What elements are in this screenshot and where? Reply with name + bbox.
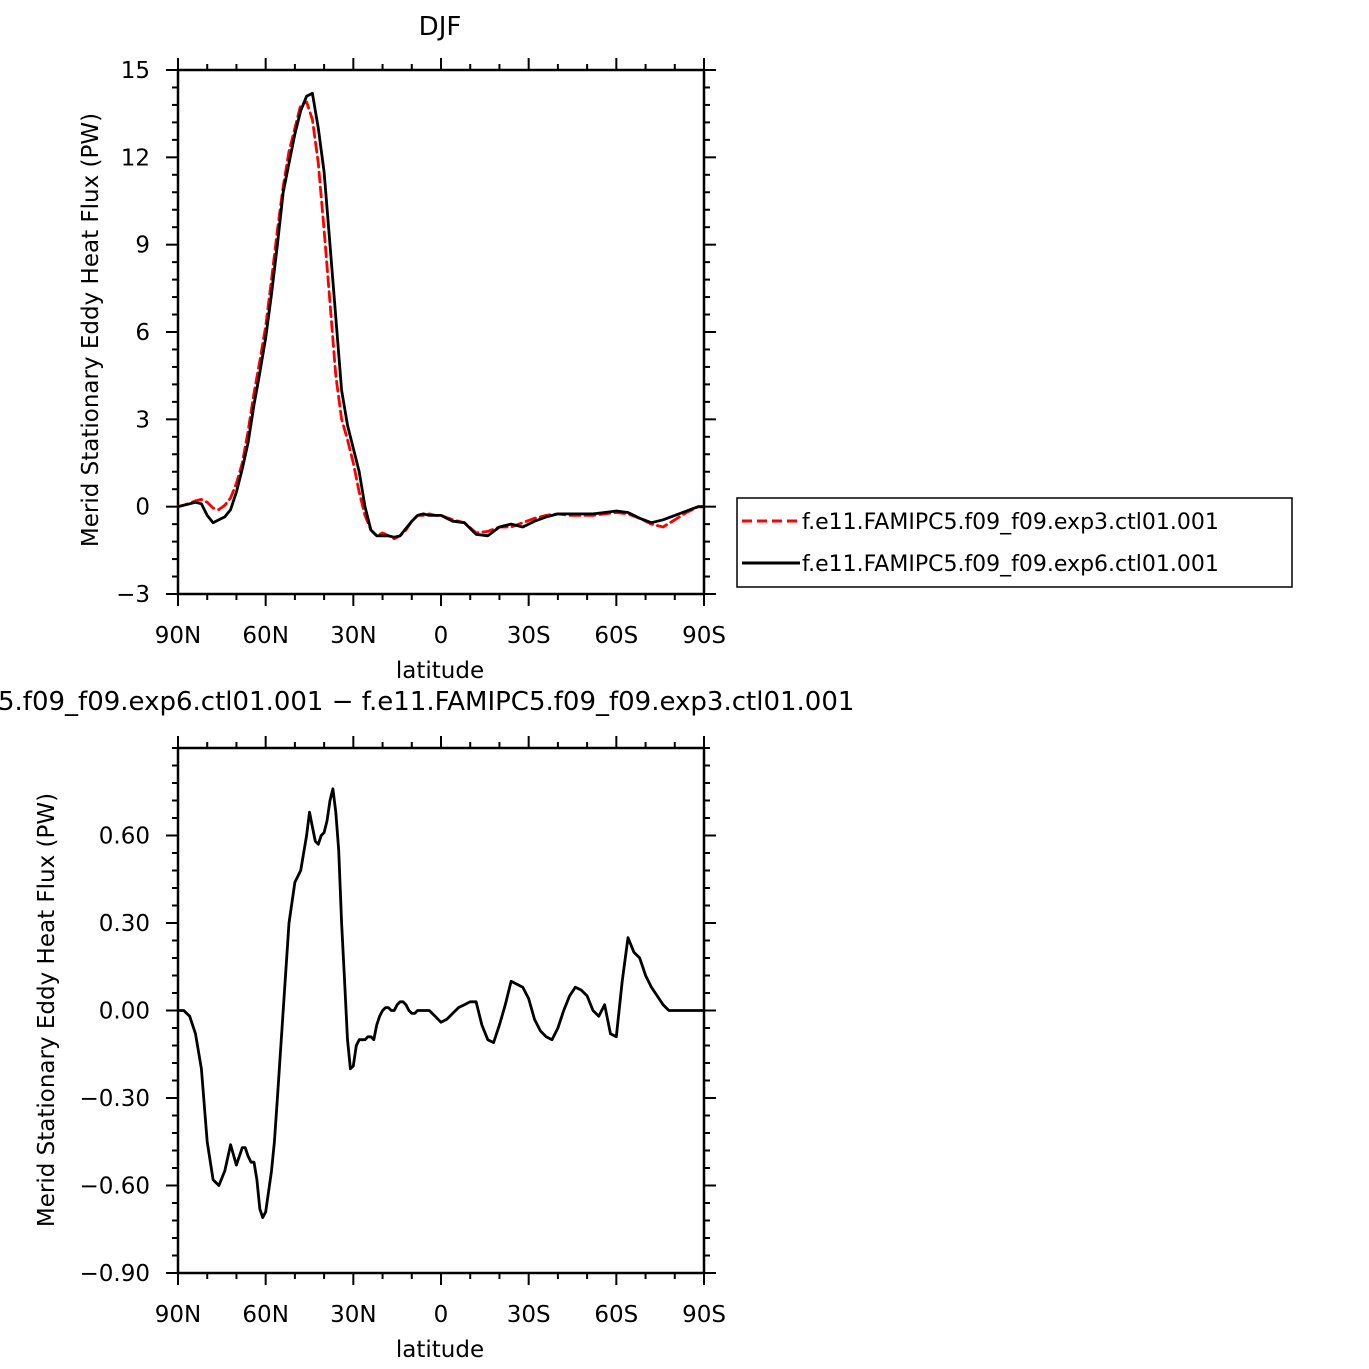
top-y-axis-label: Merid Stationary Eddy Heat Flux (PW) [78,113,104,547]
bottom-panel: 5.f09_f09.exp6.ctl01.001 − f.e11.FAMIPC5… [0,687,854,1363]
x-tick-label: 30N [330,623,376,649]
x-tick-label: 90N [155,623,201,649]
bottom-plot-area: 90N 60N 30N 0 30S 60S 90S −0.90 −0.60 −0.30 0.00 0.… [80,736,726,1328]
y-tick-label: 9 [135,233,150,259]
x-tick-label: 60N [242,1302,288,1328]
y-tick-label: −0.60 [80,1174,150,1200]
y-tick-label: 15 [121,58,150,84]
x-tick-label: 90N [155,1302,201,1328]
legend: f.e11.FAMIPC5.f09_f09.exp3.ctl01.001 f.e… [736,497,1293,588]
series-line-1-0 [176,787,706,1219]
y-tick-label: 6 [135,320,150,346]
x-tick-label: 0 [434,623,449,649]
x-tick-label: 90S [682,623,726,649]
series-line-0-1 [176,91,706,539]
top-panel: DJF 90N 60N 30N 0 30S 60S 90S −3 0 3 6 9 12 15 latitu… [78,12,726,684]
y-tick-label: 12 [121,145,150,171]
top-plot-area: 90N 60N 30N 0 30S 60S 90S −3 0 3 6 9 12 15 [116,58,726,649]
legend-label-exp6: f.e11.FAMIPC5.f09_f09.exp6.ctl01.001 [802,552,1219,577]
x-tick-label: 30N [330,1302,376,1328]
y-tick-label: 3 [135,407,150,433]
y-tick-label: −0.90 [80,1261,150,1287]
y-tick-label: 0.30 [99,911,150,937]
x-tick-label: 0 [434,1302,449,1328]
x-tick-label: 60N [242,623,288,649]
legend-label-exp3: f.e11.FAMIPC5.f09_f09.exp3.ctl01.001 [802,510,1219,535]
x-tick-label: 30S [507,1302,551,1328]
legend-box [736,497,1293,588]
bottom-y-axis-label: Merid Stationary Eddy Heat Flux (PW) [34,793,60,1227]
x-tick-label: 60S [594,1302,638,1328]
bottom-x-axis-label: latitude [396,1337,484,1363]
x-tick-label: 90S [682,1302,726,1328]
y-tick-label: −3 [116,582,150,608]
x-tick-label: 30S [507,623,551,649]
bottom-chart-title: 5.f09_f09.exp6.ctl01.001 − f.e11.FAMIPC5… [0,687,854,717]
top-chart-title: DJF [419,12,462,42]
y-tick-label: 0.60 [99,824,150,850]
x-tick-label: 60S [594,623,638,649]
top-x-axis-label: latitude [396,658,484,684]
y-tick-label: 0 [135,495,150,521]
y-tick-label: −0.30 [80,1086,150,1112]
y-tick-label: 0.00 [99,999,150,1025]
